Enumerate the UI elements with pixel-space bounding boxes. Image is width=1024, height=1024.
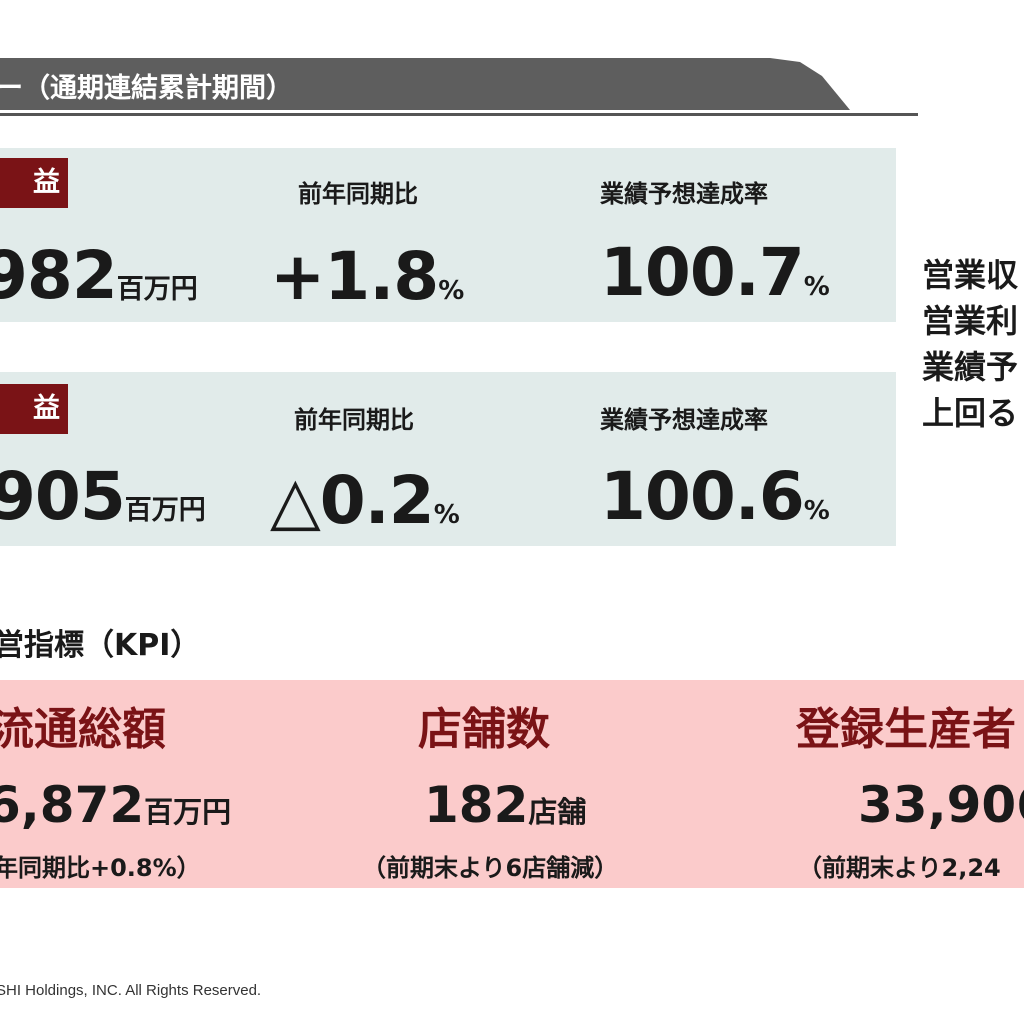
result-label-tag: 益 (0, 384, 68, 434)
result-value-unit: 百万円 (116, 274, 198, 305)
side-note-line: 営業利 (922, 302, 1019, 340)
result-value-unit: 百万円 (124, 495, 206, 526)
achievement-value: 100.7% (600, 234, 830, 311)
result-value: 905百万円 (0, 458, 206, 535)
footer-copyright: SHI Holdings, INC. All Rights Reserved. (0, 982, 262, 999)
kpi-sub: （前期末より6店舗減） (362, 854, 619, 882)
yoy-value: △0.2% (270, 462, 460, 539)
kpi-unit: 百万円 (144, 795, 232, 829)
kpi-band: 流通総額 6,872百万円 年同期比+0.8%） 店舗数 182店舗 （前期末よ… (0, 680, 1024, 888)
section-header-rule (0, 113, 918, 116)
section-header-band (0, 58, 850, 110)
result-value: 982百万円 (0, 237, 198, 314)
kpi-unit: 店舗 (528, 795, 587, 829)
kpi-value: 6,872百万円 (0, 776, 232, 834)
side-note-line: 業績予 (922, 348, 1019, 386)
kpi-sub: （前期末より2,24 (798, 854, 1001, 882)
kpi-title: 登録生産者 (796, 704, 1016, 755)
kpi-heading: 営指標（KPI） (0, 628, 201, 663)
achievement-label: 業績予想達成率 (600, 406, 768, 434)
achievement-unit: % (803, 496, 830, 526)
kpi-sub: 年同期比+0.8%） (0, 854, 201, 882)
yoy-label: 前年同期比 (298, 180, 418, 208)
kpi-value: 33,906 (858, 776, 1024, 834)
side-note-line: 営業収 (922, 256, 1019, 294)
result-panel-2: 益 905百万円 前年同期比 △0.2% 業績予想達成率 100.6% (0, 372, 896, 546)
yoy-value: +1.8% (270, 238, 465, 315)
yoy-unit: % (433, 500, 460, 530)
side-note-line: 上回る (922, 394, 1019, 432)
kpi-title: 店舗数 (418, 704, 550, 755)
achievement-unit: % (803, 272, 830, 302)
kpi-value: 182店舗 (424, 776, 587, 834)
result-panel-1: 益 982百万円 前年同期比 +1.8% 業績予想達成率 100.7% (0, 148, 896, 322)
result-label-tag: 益 (0, 158, 68, 208)
section-header-title: ー（通期連結累計期間） (0, 73, 293, 104)
achievement-label: 業績予想達成率 (600, 180, 768, 208)
yoy-unit: % (438, 276, 465, 306)
achievement-value: 100.6% (600, 458, 830, 535)
kpi-title: 流通総額 (0, 704, 166, 755)
yoy-label: 前年同期比 (294, 406, 414, 434)
